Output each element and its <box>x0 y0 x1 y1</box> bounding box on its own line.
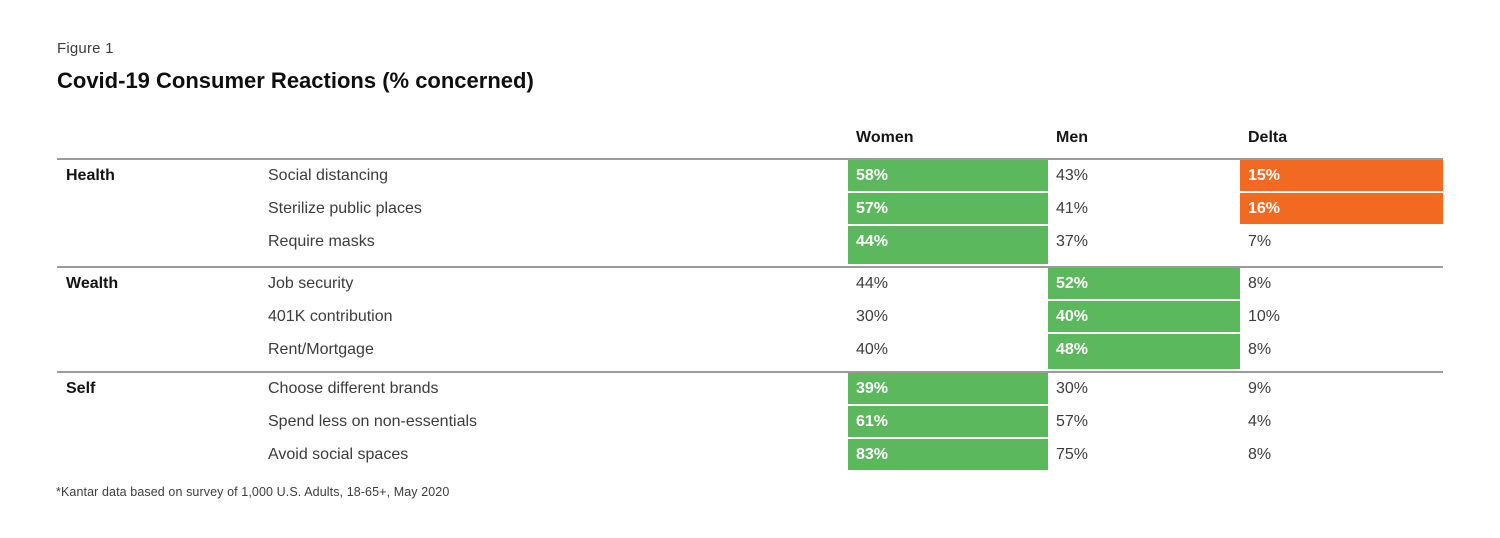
row-label: Job security <box>268 275 354 292</box>
value-cell-women: 44% <box>856 275 889 292</box>
row-label: Sterilize public places <box>268 200 422 217</box>
value-cell-men: 57% <box>1056 413 1089 430</box>
value-cell-delta: 8% <box>1248 341 1272 358</box>
row-label: Require masks <box>268 233 375 250</box>
value-cell-women: 30% <box>856 308 889 325</box>
row-label: Rent/Mortgage <box>268 341 374 358</box>
value-cell-women: 61% <box>848 406 1048 439</box>
section-self: Self Choose different brands 39% 30% 9% Spend… <box>57 371 1443 472</box>
category-label: Self <box>66 380 96 397</box>
category-label <box>57 193 268 226</box>
value-cell-delta: 8% <box>1248 446 1272 463</box>
category-label <box>57 226 268 266</box>
table-row: Require masks 44% 37% 7% <box>57 226 1443 266</box>
value-cell-men: 52% <box>1048 268 1240 301</box>
footnote: *Kantar data based on survey of 1,000 U.… <box>56 485 450 499</box>
value-cell-men: 41% <box>1056 200 1089 217</box>
value-cell-women: 58% <box>848 160 1048 193</box>
category-label: Health <box>66 167 115 184</box>
value-cell-men: 43% <box>1056 167 1089 184</box>
row-label: Avoid social spaces <box>268 446 409 463</box>
row-label: Spend less on non-essentials <box>268 413 478 430</box>
value-cell-women: 39% <box>848 373 1048 406</box>
value-cell-women: 83% <box>848 439 1048 472</box>
table-row: Rent/Mortgage 40% 48% 8% <box>57 334 1443 371</box>
value-cell-delta: 16% <box>1240 193 1443 226</box>
value-cell-delta: 9% <box>1248 380 1272 397</box>
section-wealth: Wealth Job security 44% 52% 8% 401K contribut… <box>57 266 1443 371</box>
header-spacer-category <box>57 128 268 148</box>
value-cell-delta: 7% <box>1248 233 1272 250</box>
reactions-table: Women Men Delta Health Social distancing 5… <box>57 128 1443 472</box>
column-header-men: Men <box>1056 129 1088 146</box>
table-row: Self Choose different brands 39% 30% 9% <box>57 373 1443 406</box>
column-header-delta: Delta <box>1248 129 1288 146</box>
table-row: Avoid social spaces 83% 75% 8% <box>57 439 1443 472</box>
value-cell-delta: 8% <box>1248 275 1272 292</box>
row-label: 401K contribution <box>268 308 393 325</box>
category-label <box>57 406 268 439</box>
value-cell-men: 40% <box>1048 301 1240 334</box>
table-row: 401K contribution 30% 40% 10% <box>57 301 1443 334</box>
category-label: Wealth <box>66 275 119 292</box>
table-body: Health Social distancing 58% 43% 15% Steriliz… <box>57 158 1443 472</box>
value-cell-men: 37% <box>1056 233 1089 250</box>
value-cell-men: 75% <box>1056 446 1089 463</box>
figure-label: Figure 1 <box>57 40 114 57</box>
table-row: Sterilize public places 57% 41% 16% <box>57 193 1443 226</box>
header-spacer-item <box>268 128 848 148</box>
row-label: Social distancing <box>268 167 389 184</box>
category-label <box>57 439 268 472</box>
value-cell-delta: 10% <box>1248 308 1281 325</box>
category-label <box>57 301 268 334</box>
value-cell-delta: 4% <box>1248 413 1272 430</box>
table-row: Spend less on non-essentials 61% 57% 4% <box>57 406 1443 439</box>
value-cell-men: 30% <box>1056 380 1089 397</box>
value-cell-women: 44% <box>848 226 1048 266</box>
value-cell-delta: 15% <box>1240 160 1443 193</box>
value-cell-women: 40% <box>856 341 889 358</box>
row-label: Choose different brands <box>268 380 439 397</box>
table-header-row: Women Men Delta <box>57 128 1443 148</box>
table-row: Wealth Job security 44% 52% 8% <box>57 268 1443 301</box>
category-label <box>57 334 268 371</box>
table-row: Health Social distancing 58% 43% 15% <box>57 160 1443 193</box>
value-cell-men: 48% <box>1048 334 1240 371</box>
figure-title: Covid-19 Consumer Reactions (% concerned… <box>57 68 534 93</box>
column-header-women: Women <box>856 129 914 146</box>
section-health: Health Social distancing 58% 43% 15% Steriliz… <box>57 158 1443 266</box>
value-cell-women: 57% <box>848 193 1048 226</box>
